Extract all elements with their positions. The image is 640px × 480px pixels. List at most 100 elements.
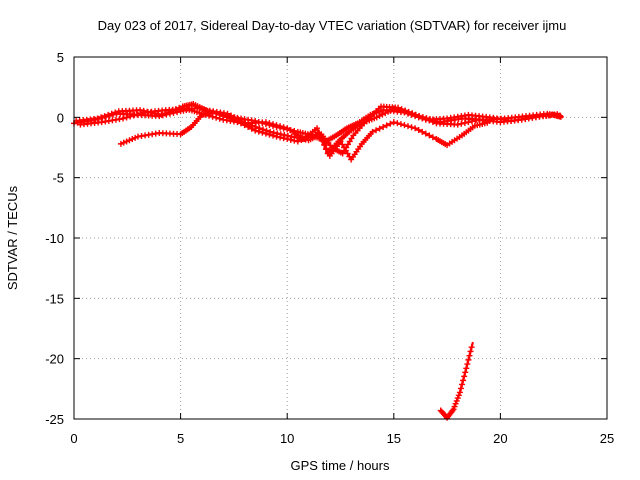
plus-marker — [455, 392, 462, 399]
plus-marker — [277, 134, 284, 141]
plus-marker — [284, 136, 291, 143]
plus-marker — [464, 361, 471, 368]
plus-marker — [127, 113, 134, 120]
plus-marker — [390, 119, 397, 126]
plus-marker — [453, 397, 460, 404]
plus-marker — [277, 123, 284, 130]
plus-marker — [169, 107, 176, 114]
plus-marker — [466, 352, 473, 359]
plus-marker — [463, 365, 470, 372]
plus-marker — [430, 117, 437, 124]
plus-marker — [402, 107, 409, 114]
plus-marker — [556, 112, 563, 119]
plus-marker — [249, 122, 256, 129]
plus-marker — [419, 128, 426, 135]
plus-marker — [337, 138, 344, 145]
plus-marker — [120, 115, 127, 122]
plus-marker — [252, 123, 259, 130]
plus-marker — [123, 138, 130, 145]
plus-marker — [422, 130, 429, 137]
plus-marker — [397, 121, 404, 128]
plus-marker — [281, 132, 288, 139]
plus-marker — [409, 110, 416, 117]
plus-marker — [461, 373, 468, 380]
plus-marker — [423, 115, 430, 122]
plus-marker — [274, 130, 281, 137]
series-layer — [71, 101, 564, 421]
plus-marker — [227, 115, 234, 122]
plus-marker — [457, 385, 464, 392]
plus-marker — [123, 114, 130, 121]
plus-marker — [126, 137, 133, 144]
x-tick-label: 20 — [493, 431, 507, 446]
plus-marker — [144, 108, 151, 115]
plus-marker — [314, 125, 321, 132]
plus-marker — [151, 110, 158, 117]
plus-marker — [248, 125, 255, 132]
plus-marker — [129, 136, 136, 143]
plus-marker — [405, 123, 412, 130]
plus-marker — [468, 344, 475, 351]
plus-marker — [262, 130, 269, 137]
plus-marker — [380, 123, 387, 130]
plus-marker — [263, 127, 270, 134]
plus-marker — [387, 120, 394, 127]
plus-marker — [465, 119, 472, 126]
plus-marker — [154, 111, 161, 118]
plus-marker — [383, 122, 390, 129]
plus-marker — [412, 125, 419, 132]
plus-marker — [266, 120, 273, 127]
plus-marker — [434, 118, 441, 125]
plus-marker — [394, 120, 401, 127]
plus-marker — [323, 145, 330, 152]
ticks: 0 5 10 15 20 25 5 0 -5 -10 -15 -20 -25 — [45, 50, 614, 446]
plus-marker — [140, 107, 147, 114]
plus-marker — [429, 134, 436, 141]
plus-marker — [228, 112, 235, 119]
plus-marker — [147, 109, 154, 116]
plus-marker — [134, 111, 141, 118]
plus-marker — [427, 116, 434, 123]
plus-marker — [105, 111, 112, 118]
plus-marker — [454, 121, 461, 128]
plus-marker — [132, 134, 139, 141]
plus-marker — [339, 141, 346, 148]
y-axis-label: SDTVAR / TECUs — [5, 185, 20, 290]
x-tick-label: 10 — [280, 431, 294, 446]
plus-marker — [280, 135, 287, 142]
plus-marker — [117, 140, 124, 147]
plus-marker — [346, 138, 353, 145]
plus-marker — [454, 395, 461, 402]
series-sat-track-3 — [117, 109, 491, 163]
plus-marker — [269, 121, 276, 128]
plus-marker — [231, 114, 238, 121]
plus-marker — [137, 107, 144, 114]
plus-marker — [451, 403, 458, 410]
plus-marker — [98, 114, 105, 121]
plus-marker — [262, 119, 269, 126]
y-tick-label: -15 — [45, 291, 64, 306]
plus-marker — [369, 128, 376, 135]
plus-marker — [287, 136, 294, 143]
plus-marker — [94, 115, 101, 122]
plus-marker — [112, 109, 119, 116]
plus-marker — [467, 348, 474, 355]
plus-marker — [235, 116, 242, 123]
plus-marker — [108, 110, 115, 117]
plus-marker — [242, 119, 249, 126]
plus-marker — [224, 110, 231, 117]
x-tick-label: 25 — [600, 431, 614, 446]
plus-marker — [462, 369, 469, 376]
plus-marker — [273, 133, 280, 140]
plus-marker — [294, 138, 301, 145]
plus-marker — [277, 131, 284, 138]
series-sat-track-5 — [437, 341, 475, 421]
plus-marker — [220, 113, 227, 120]
plus-marker — [101, 113, 108, 120]
y-tick-label: -5 — [52, 171, 64, 186]
plus-marker — [405, 108, 412, 115]
plus-marker — [321, 141, 328, 148]
plus-marker — [256, 125, 263, 132]
plus-marker — [165, 109, 172, 116]
